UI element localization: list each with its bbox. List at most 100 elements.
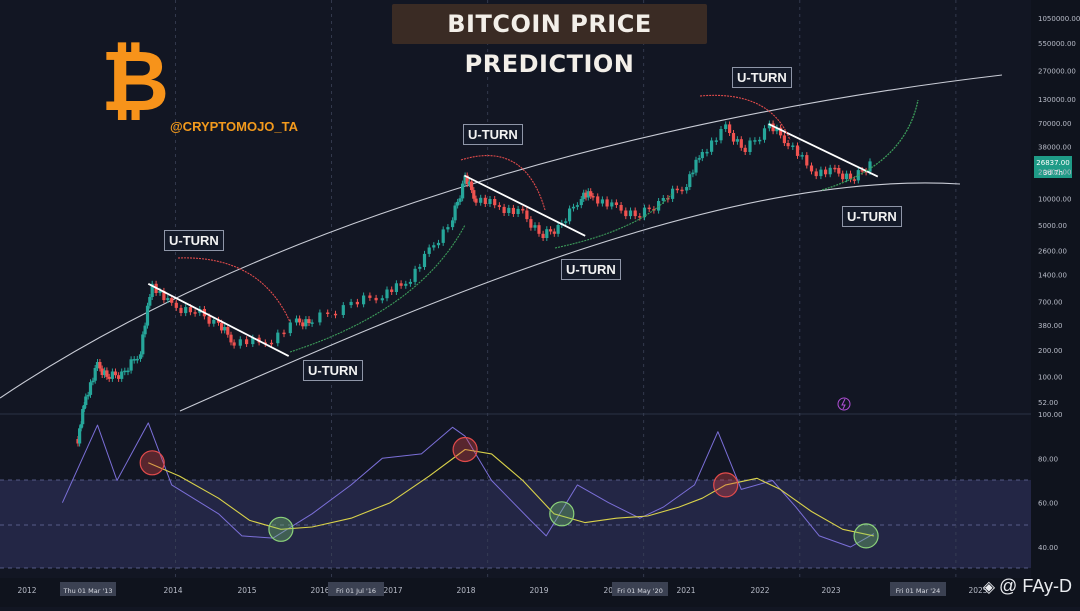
time-cursor-tag bbox=[890, 582, 946, 596]
candle bbox=[446, 227, 450, 230]
time-axis-label: 2017 bbox=[383, 586, 402, 595]
candle bbox=[657, 201, 661, 211]
candle bbox=[483, 197, 487, 204]
candle bbox=[710, 140, 714, 152]
projection-arrow bbox=[821, 99, 919, 191]
time-axis-background bbox=[0, 578, 1031, 607]
candle bbox=[148, 297, 152, 306]
candle bbox=[735, 139, 739, 142]
candle bbox=[782, 135, 786, 144]
candle bbox=[819, 169, 823, 177]
candle bbox=[269, 342, 274, 345]
price-axis-label: 20000.00 bbox=[1038, 168, 1071, 176]
candle bbox=[502, 206, 506, 213]
candle bbox=[380, 298, 384, 301]
watermark-text: @ FAy-D bbox=[999, 576, 1072, 596]
price-tag-countdown: 3d 7h bbox=[1043, 169, 1063, 177]
candle bbox=[719, 129, 723, 141]
oversold-marker bbox=[853, 523, 879, 549]
candle bbox=[84, 396, 88, 405]
candle bbox=[288, 322, 292, 334]
rsi-ma-line bbox=[148, 448, 875, 537]
candle bbox=[507, 207, 511, 213]
time-axis-label: Fri 01 Jul '16 bbox=[336, 587, 376, 595]
price-axis-label: 700.00 bbox=[1038, 298, 1063, 306]
price-axis-label: 5000.00 bbox=[1038, 222, 1067, 230]
candle bbox=[91, 380, 95, 383]
candle bbox=[600, 199, 604, 204]
candle bbox=[529, 219, 533, 228]
candle bbox=[762, 128, 767, 140]
candle bbox=[582, 192, 586, 199]
candle bbox=[436, 242, 441, 246]
u-turn-label: U-TURN bbox=[561, 259, 621, 280]
price-axis-label: 550000.00 bbox=[1038, 40, 1076, 48]
time-axis-label: 2018 bbox=[456, 586, 475, 595]
channel-lower-line bbox=[179, 182, 961, 412]
candle bbox=[212, 319, 216, 324]
u-turn-label: U-TURN bbox=[842, 206, 902, 227]
candle bbox=[158, 290, 162, 293]
candle bbox=[714, 140, 718, 142]
candle bbox=[226, 327, 230, 335]
candle bbox=[525, 210, 529, 220]
candle bbox=[251, 337, 255, 345]
candle bbox=[549, 229, 553, 232]
candle bbox=[193, 312, 197, 314]
price-axis-label: 52.00 bbox=[1038, 399, 1058, 407]
u-turn-label: U-TURN bbox=[463, 124, 523, 145]
time-axis-label: 2016 bbox=[310, 586, 329, 595]
price-axis-label: 380.00 bbox=[1038, 322, 1063, 330]
candle bbox=[748, 140, 752, 152]
candle bbox=[533, 225, 537, 228]
candle bbox=[78, 428, 82, 444]
candle bbox=[413, 268, 417, 282]
candle bbox=[458, 198, 462, 202]
candle bbox=[333, 313, 338, 316]
candle bbox=[470, 181, 474, 191]
candle bbox=[488, 199, 492, 204]
price-axis-label: 130000.00 bbox=[1038, 96, 1076, 104]
candle bbox=[474, 198, 478, 203]
candle bbox=[584, 192, 588, 198]
candle bbox=[166, 298, 170, 301]
u-turn-label: U-TURN bbox=[164, 230, 224, 251]
candle bbox=[310, 322, 314, 324]
time-cursor-tag bbox=[328, 582, 384, 596]
candle bbox=[174, 302, 178, 308]
candle bbox=[232, 342, 236, 346]
candle bbox=[556, 225, 560, 234]
lightning-icon bbox=[841, 398, 846, 410]
candle bbox=[516, 208, 520, 214]
candle bbox=[624, 210, 628, 217]
candle bbox=[326, 312, 330, 314]
oversold-marker bbox=[549, 501, 575, 527]
candle bbox=[463, 175, 467, 184]
candle bbox=[638, 216, 642, 218]
candle bbox=[596, 196, 600, 204]
candle bbox=[685, 187, 689, 191]
candle bbox=[132, 359, 136, 361]
candle bbox=[467, 181, 471, 185]
candle bbox=[404, 283, 408, 286]
overbought-marker bbox=[139, 450, 165, 476]
candle bbox=[408, 281, 412, 284]
bitcoin-logo-icon: ₿ bbox=[101, 32, 169, 130]
candle bbox=[605, 199, 609, 207]
candle bbox=[82, 405, 86, 410]
projection-arrow bbox=[554, 193, 673, 249]
time-axis-label: 2015 bbox=[237, 586, 256, 595]
candle bbox=[743, 147, 747, 152]
candle bbox=[731, 133, 736, 142]
candle bbox=[422, 253, 427, 267]
candle bbox=[568, 208, 572, 222]
author-handle: @CRYPTOMOJO_TA bbox=[170, 119, 299, 134]
time-axis-label: Fri 01 Mar '24 bbox=[896, 587, 941, 595]
candle bbox=[282, 332, 286, 335]
price-axis-label: 70000.00 bbox=[1038, 120, 1071, 128]
candle bbox=[341, 305, 345, 315]
candle bbox=[245, 339, 249, 345]
candle bbox=[150, 283, 154, 297]
